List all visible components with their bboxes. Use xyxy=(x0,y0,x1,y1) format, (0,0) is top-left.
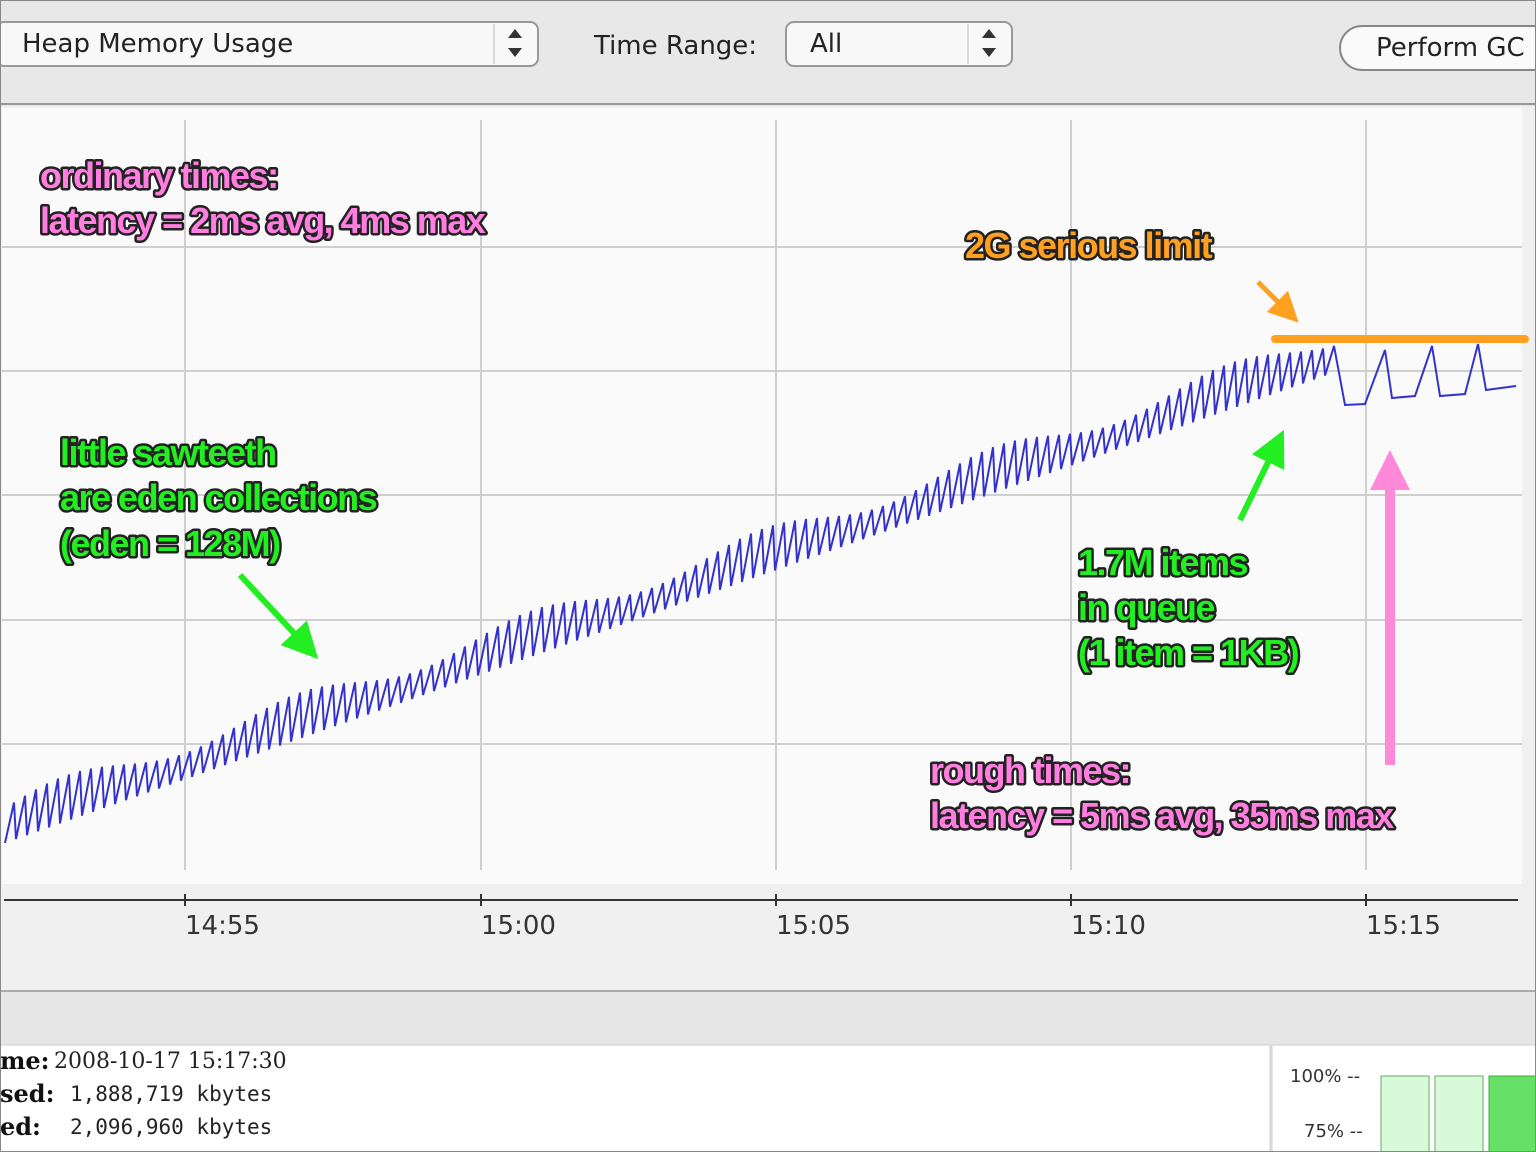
time-range-select[interactable]: All xyxy=(785,21,1013,67)
x-tick-label: 15:05 xyxy=(776,911,851,941)
annotation: ordinary times: xyxy=(40,155,278,196)
button-text: Perform GC xyxy=(1376,33,1525,63)
perform-gc-button[interactable]: Perform GC xyxy=(1339,25,1536,71)
details-panel xyxy=(0,1044,1271,1152)
time-range-label: Time Range: xyxy=(593,31,757,61)
arrow xyxy=(1237,429,1285,522)
detail-label: me: xyxy=(0,1046,50,1075)
select-text: Heap Memory Usage xyxy=(22,29,293,59)
arrow xyxy=(1256,280,1299,323)
annotation: are eden collections xyxy=(60,477,377,518)
select-box[interactable] xyxy=(0,21,539,67)
annotation: 2G serious limit xyxy=(965,225,1213,266)
detail-value: 2008-10-17 15:17:30 xyxy=(54,1049,287,1074)
select-arrows xyxy=(982,29,996,57)
detail-label: ed: xyxy=(0,1112,41,1141)
separator xyxy=(0,990,1536,992)
annotation: latency = 5ms avg, 35ms max xyxy=(930,795,1394,836)
annotation: 1.7M items xyxy=(1078,542,1248,583)
select-box[interactable] xyxy=(785,21,1013,67)
detail-label: sed: xyxy=(0,1079,54,1108)
gauge-bar xyxy=(1488,1075,1536,1152)
chart-select[interactable]: Heap Memory Usage xyxy=(0,21,539,67)
arrow xyxy=(237,572,319,660)
x-ticks: 14:55 15:00 15:05 15:10 15:15 xyxy=(184,894,1441,941)
x-tick-label: 14:55 xyxy=(185,911,260,941)
gauge-label: 75% -- xyxy=(1304,1121,1363,1142)
x-tick-label: 15:00 xyxy=(481,911,556,941)
select-arrows xyxy=(508,29,522,57)
gauge-bar xyxy=(1380,1075,1430,1152)
x-tick-label: 15:10 xyxy=(1071,911,1146,941)
gauge-bar xyxy=(1434,1075,1484,1152)
annotation: (1 item = 1KB) xyxy=(1078,632,1299,673)
detail-value: 1,888,719 kbytes xyxy=(70,1082,272,1106)
annotation: little sawteeth xyxy=(60,432,276,473)
annotation: in queue xyxy=(1078,587,1214,628)
annotation: rough times: xyxy=(930,750,1130,791)
x-tick-label: 15:15 xyxy=(1366,911,1441,941)
gauge-label: 100% -- xyxy=(1290,1066,1360,1087)
button-box[interactable] xyxy=(1339,25,1536,71)
annotation: latency = 2ms avg, 4ms max xyxy=(40,200,486,241)
annotation: (eden = 128M) xyxy=(60,523,280,564)
select-text: All xyxy=(810,29,842,59)
detail-value: 2,096,960 kbytes xyxy=(70,1115,272,1139)
heap-line xyxy=(4,343,1517,844)
